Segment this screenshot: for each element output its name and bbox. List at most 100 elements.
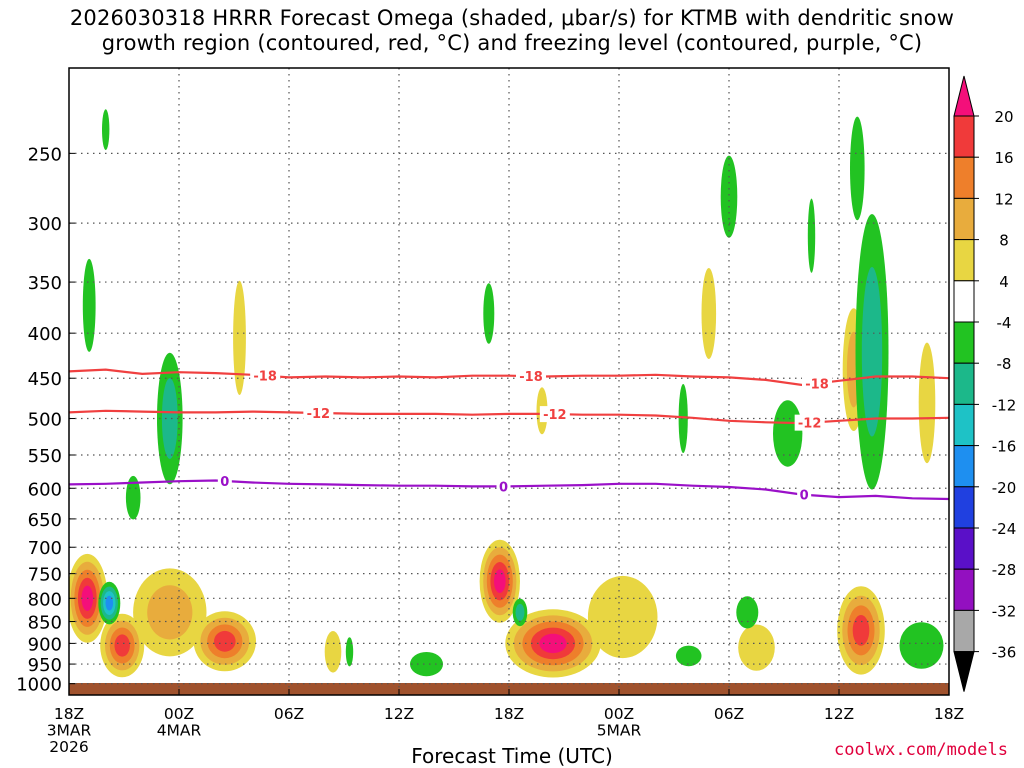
contour-label-bg-1-0 [303, 404, 334, 421]
colorbar: 20 16 12 8 4 -4 -8 -12 -16 -20 -24 -28 -32 -36 [953, 75, 1017, 692]
contour-label-bg-1-1 [539, 406, 570, 423]
contour-label-bg-2-1 [496, 478, 511, 495]
colorbar-band-6 [953, 321, 975, 364]
x-tick-label-18-0: 12Z [384, 705, 414, 723]
colorbar-label-7: -12 [992, 396, 1017, 414]
x-tick-label-0-2: 2026 [49, 738, 88, 756]
title-line-1: 2026030318 HRRR Forecast Omega (shaded, … [69, 6, 955, 30]
y-tick-label-600: 600 [28, 479, 62, 500]
y-tick-label-650: 650 [28, 510, 62, 531]
x-tick-label-6-0: 00Z [164, 705, 194, 723]
colorbar-label-11: -28 [992, 561, 1017, 579]
contour-label-2-1: 0 [499, 480, 508, 495]
title-line-2: growth region (contoured, red, °C) and f… [101, 31, 923, 55]
y-tick-label-750: 750 [28, 565, 62, 586]
contour-label-2-0: 0 [220, 475, 229, 490]
y-tick-label-300: 300 [28, 214, 62, 235]
sinking-motion-region-8-level-0 [773, 400, 803, 467]
colorbar-band-9 [953, 445, 975, 488]
sinking-motion-region-17-level-0 [102, 109, 110, 151]
rising-motion-region-11-level-0 [233, 280, 246, 395]
y-axis: 2503003504004505005506006507007508008509… [16, 144, 75, 696]
x-tick-label-36-0: 06Z [714, 705, 744, 723]
sinking-motion-region-5-level-0 [483, 283, 495, 344]
rising-motion-region-1-level-3 [114, 634, 130, 657]
rising-motion-region-5-level-4 [494, 569, 506, 593]
colorbar-band-2 [953, 156, 975, 199]
colorbar-label-4: 4 [999, 273, 1009, 291]
sinking-motion-region-4-level-1 [515, 603, 525, 621]
sinking-motion-region-13-level-0 [899, 622, 944, 669]
omega-shading [69, 109, 944, 678]
sinking-motion-region-12-level-0 [736, 596, 759, 629]
sinking-motion-region-15-level-0 [675, 645, 702, 667]
colorbar-band-12 [953, 568, 975, 611]
rising-motion-region-7-level-0 [587, 575, 658, 659]
colorbar-label-5: -4 [997, 314, 1012, 332]
x-tick-label-6-1: 4MAR [157, 722, 202, 740]
colorbar-band-4 [953, 239, 975, 282]
sinking-motion-region-11-level-0 [807, 198, 816, 273]
contour-label-bg-0-0 [250, 367, 281, 384]
rising-motion-region-6-level-4 [539, 633, 567, 654]
sinking-motion-region-7-level-0 [720, 155, 738, 238]
colorbar-label-10: -24 [992, 520, 1017, 538]
colorbar-label-2: 12 [994, 190, 1013, 208]
chart-title: 2026030318 HRRR Forecast Omega (shaded, … [0, 6, 1024, 56]
y-tick-label-900: 900 [28, 634, 62, 655]
sinking-motion-region-0-level-0 [82, 258, 96, 352]
sinking-motion-region-3-level-3 [105, 595, 114, 611]
site-credit: coolwx.com/models [834, 740, 1008, 760]
contour-label-bg-0-1 [516, 368, 546, 385]
colorbar-band-11 [953, 527, 975, 570]
colorbar-band-13 [953, 609, 975, 653]
contour-label-1-1: -12 [543, 408, 567, 423]
colorbar-band-5 [953, 280, 975, 323]
contour-label-2-2: 0 [800, 489, 809, 504]
sinking-motion-region-10-level-0 [850, 116, 865, 221]
y-tick-label-350: 350 [28, 273, 62, 294]
x-tick-label-0-0: 18Z [54, 705, 84, 723]
colorbar-bottom-arrow [953, 651, 975, 692]
rising-motion-region-4-level-0 [324, 631, 342, 673]
y-tick-label-950: 950 [28, 655, 62, 676]
x-tick-label-42-0: 12Z [824, 705, 854, 723]
sinking-motion-region-9-level-1 [861, 267, 883, 437]
sinking-motion-region-6-level-0 [678, 384, 688, 453]
contour-label-bg-2-0 [217, 473, 232, 490]
contour-label-bg-0-2 [802, 375, 832, 392]
y-tick-label-450: 450 [28, 369, 62, 390]
y-tick-label-250: 250 [28, 144, 62, 165]
colorbar-label-8: -16 [992, 438, 1017, 456]
colorbar-label-6: -8 [997, 355, 1012, 373]
rising-motion-region-9-level-3 [852, 615, 870, 646]
y-tick-label-500: 500 [28, 410, 62, 431]
y-tick-label-1000: 1000 [16, 675, 62, 696]
colorbar-band-3 [953, 197, 975, 241]
sinking-motion-region-1-level-1 [161, 378, 178, 459]
colorbar-label-3: 8 [999, 232, 1009, 250]
temperature-contours: -18 -18 -18 -12 -12 -12 0 0 0 [69, 367, 949, 504]
colorbar-label-13: -36 [992, 644, 1017, 662]
x-tick-label-0-1: 3MAR [47, 722, 92, 740]
x-tick-label-24-0: 18Z [494, 705, 524, 723]
colorbar-label-12: -32 [992, 602, 1017, 620]
y-tick-label-850: 850 [28, 613, 62, 634]
contour-label-0-1: -18 [519, 370, 543, 385]
sinking-motion-region-14-level-0 [410, 652, 443, 677]
x-tick-label-30-0: 00Z [604, 705, 634, 723]
sinking-motion-region-16-level-0 [345, 637, 354, 667]
rising-motion-region-13-level-0 [918, 342, 936, 464]
colorbar-band-7 [953, 362, 975, 405]
colorbar-band-8 [953, 403, 975, 447]
contour-label-0-2: -18 [805, 377, 829, 392]
x-tick-label-30-1: 5MAR [597, 722, 642, 740]
colorbar-label-9: -20 [992, 479, 1017, 497]
colorbar-band-1 [953, 115, 975, 158]
contour-label-bg-2-2 [797, 486, 812, 503]
contour-label-1-0: -12 [307, 407, 331, 422]
rising-motion-region-8-level-0 [738, 624, 775, 671]
x-tick-label-48-0: 18Z [934, 705, 964, 723]
